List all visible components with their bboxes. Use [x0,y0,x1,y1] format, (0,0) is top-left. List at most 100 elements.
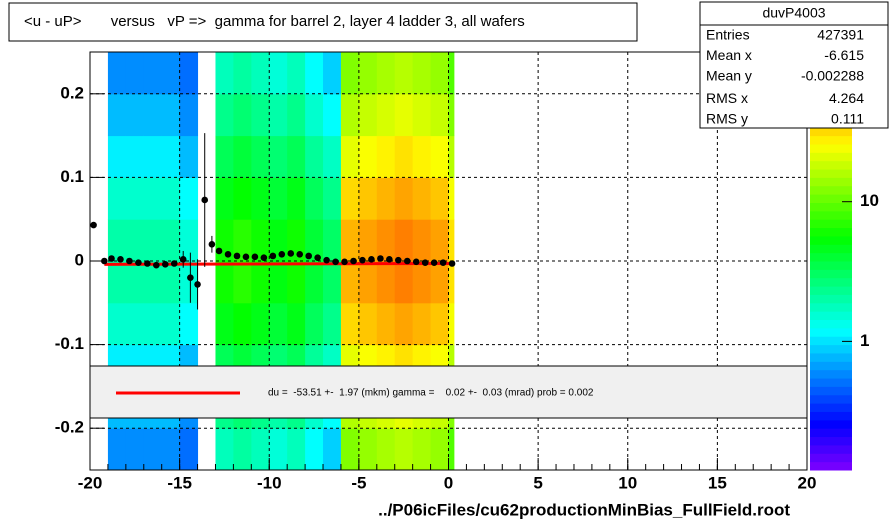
profile-point [395,256,402,264]
heat-cell [143,93,163,137]
profile-point [350,257,357,265]
profile-point [323,256,330,264]
palette-cell [810,210,852,220]
heat-cell [233,93,252,137]
heat-cell [287,135,306,178]
heat-cell [143,177,163,220]
palette-cell [810,419,852,429]
heat-cell [394,177,414,220]
heat-cell [179,302,199,346]
heat-cell [376,135,396,178]
profile-point [126,257,133,265]
palette-cell [810,336,852,346]
heat-cell [287,428,306,471]
heat-cell [412,428,432,471]
palette-cell [810,378,852,387]
heat-cell [430,52,449,95]
profile-point [403,257,411,265]
heat-cell [233,52,252,95]
profile-point [108,255,115,262]
palette-cell [810,361,852,371]
heat-cell [448,135,455,178]
y-tick-label: -0.1 [55,334,84,353]
heat-cell [269,135,288,178]
palette-cell [810,202,852,212]
heat-cell [287,302,306,346]
palette-cell [810,403,852,412]
profile-point [386,256,393,263]
heat-cell [412,135,432,178]
stats-box [699,1,889,129]
heat-cell [287,93,306,137]
heat-cell [251,428,270,471]
palette-cell [810,194,852,203]
stats-value: 4.264 [829,90,864,106]
heat-cell [161,52,181,95]
profile-point [412,258,420,266]
palette-cell [810,227,852,237]
palette-cell [810,294,852,304]
palette-cell [810,386,852,396]
palette-cell [810,177,852,187]
heat-cell [161,261,181,304]
palette-cell [810,453,852,463]
profile-point [305,252,312,260]
heat-cell [269,302,288,346]
z-tick-label: 1 [860,331,869,350]
heat-cell [233,177,252,220]
heat-cell [107,93,127,137]
heat-cell [448,177,455,220]
heat-cell [287,177,306,220]
stats-label: RMS y [706,111,748,127]
profile-point [242,253,250,261]
heat-cell [125,93,145,137]
heat-cell [340,135,360,178]
profile-point [448,260,456,267]
profile-point [224,251,232,258]
profile-point [170,260,178,267]
heat-cell [179,428,199,471]
heat-cell [233,428,252,471]
heat-cell [358,177,378,220]
profile-point [287,250,295,257]
profile-point [179,256,187,263]
heat-cell [179,219,199,262]
heat-cell [143,135,163,178]
heat-cell [143,219,163,262]
palette-cell [810,311,852,321]
heat-cell [448,302,455,346]
heat-cell [394,261,414,304]
heat-cell [305,52,324,95]
stats-value: -0.002288 [801,68,864,84]
profile-point [377,255,384,262]
palette-cell [810,302,852,312]
heat-cell [125,302,145,346]
heat-cell [323,428,342,471]
heat-cell [412,219,432,262]
heat-cell [448,52,455,95]
heat-cell [358,219,378,262]
stats-value: 0.111 [831,111,864,127]
palette-cell [810,277,852,287]
palette-cell [810,436,852,446]
heat-cell [376,261,396,304]
profile-point [368,256,375,263]
heat-cell [143,261,163,304]
heat-cell [269,428,288,471]
heat-cell [251,52,270,95]
profile-point [332,258,339,266]
heat-cell [340,261,360,304]
heat-cell [269,177,288,220]
heat-cell [233,135,252,178]
heat-cell [215,428,234,471]
heat-cell [323,52,342,95]
stats-label: RMS x [706,90,748,106]
y-tick-label: 0.2 [60,83,84,102]
heat-cell [412,177,432,220]
profile-point [269,252,277,260]
heat-cell [430,219,449,262]
heat-cell [233,261,252,304]
heat-cell [376,428,396,471]
palette-cell [810,319,852,329]
heat-cell [394,428,414,471]
